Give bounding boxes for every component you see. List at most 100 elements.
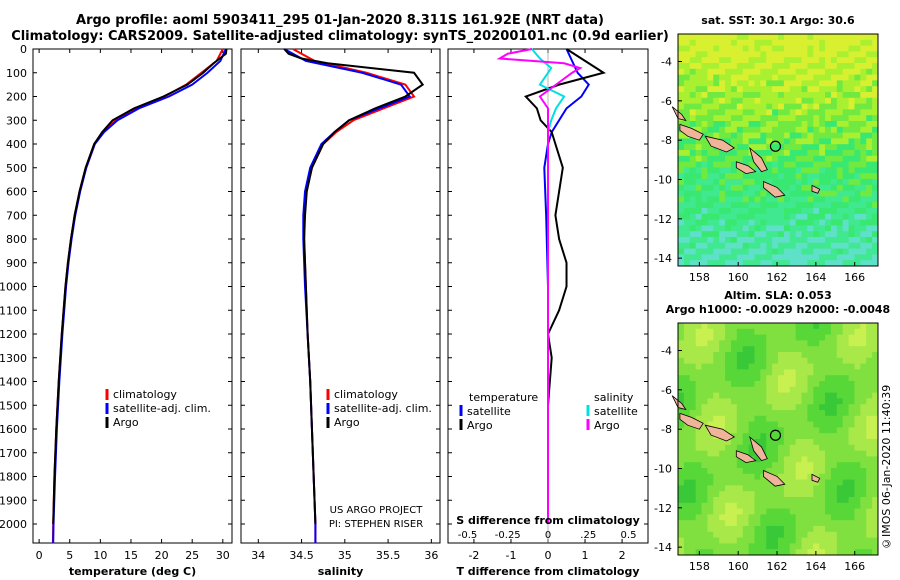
map-cell: [813, 491, 820, 498]
map-cell: [678, 202, 685, 209]
map-cell: [848, 485, 855, 492]
map-cell: [689, 248, 697, 255]
map-cell: [695, 410, 702, 417]
map-cell: [789, 444, 797, 451]
map-cell: [854, 462, 861, 469]
map-cell: [725, 357, 732, 364]
map-cell: [801, 421, 808, 428]
map-cell: [766, 363, 773, 370]
map-cell: [742, 196, 749, 203]
map-cell: [854, 184, 861, 191]
map-cell: [819, 456, 826, 463]
map-cell: [719, 109, 726, 116]
map-cell: [736, 86, 744, 93]
map-cell: [778, 502, 785, 509]
map-cell: [725, 386, 732, 393]
map-cell: [695, 352, 702, 359]
map-cell: [825, 219, 832, 226]
map-cell: [848, 63, 855, 70]
map-cell: [825, 34, 832, 41]
map-cell: [842, 381, 849, 388]
map-cell: [736, 526, 744, 533]
map-cell: [736, 109, 744, 116]
map-cell: [778, 213, 785, 220]
map-cell: [748, 225, 755, 232]
map-cell: [842, 531, 849, 538]
y-tick-label: 100: [6, 67, 27, 80]
map-cell: [795, 39, 802, 46]
map-cell: [825, 334, 832, 341]
map-cell: [807, 479, 814, 486]
map-cell: [730, 427, 738, 434]
map-cell: [825, 491, 832, 498]
map-cell: [748, 173, 755, 180]
map-cell: [736, 520, 744, 527]
map-cell: [854, 196, 861, 203]
map-cell: [830, 225, 838, 232]
map-cell: [683, 150, 691, 157]
map-cell: [830, 254, 838, 261]
map-cell: [754, 231, 761, 238]
map-cell: [789, 63, 797, 70]
map-cell: [701, 231, 708, 238]
map-cell: [707, 242, 714, 249]
map-cell: [719, 184, 726, 191]
map-cell: [795, 433, 802, 440]
map-cell: [825, 386, 832, 393]
map-cell: [689, 34, 697, 41]
map-cell: [760, 357, 767, 364]
map-cell: [748, 514, 755, 521]
y-tick-label: 300: [6, 114, 27, 127]
y-tick-label: 600: [6, 186, 27, 199]
map-cell: [736, 537, 744, 544]
map-cell: [683, 202, 691, 209]
map-cell: [742, 109, 749, 116]
map-cell: [854, 346, 861, 353]
map-cell: [801, 456, 808, 463]
map-cell: [766, 444, 773, 451]
map-cell: [789, 86, 797, 93]
map-cell: [748, 520, 755, 527]
map-cell: [742, 86, 749, 93]
map-cell: [819, 63, 826, 70]
map-cell: [801, 398, 808, 405]
map-cell: [736, 34, 744, 41]
map-cell: [848, 369, 855, 376]
map-cell: [707, 491, 714, 498]
map-cell: [683, 219, 691, 226]
map-cell: [730, 219, 738, 226]
map-cell: [736, 346, 744, 353]
map-cell: [689, 80, 697, 87]
map-cell: [830, 363, 838, 370]
map-cell: [689, 398, 697, 405]
map-cell: [872, 190, 879, 197]
map-cell: [819, 202, 826, 209]
map-cell: [742, 375, 749, 382]
map-cell: [707, 51, 714, 58]
map-cell: [825, 352, 832, 359]
map-cell: [719, 375, 726, 382]
map-cell: [872, 346, 879, 353]
y-tick-label: 1800: [0, 471, 27, 484]
map-cell: [819, 173, 826, 180]
map-cell: [778, 427, 785, 434]
map-cell: [695, 328, 702, 335]
map-cell: [719, 450, 726, 457]
map-cell: [736, 404, 744, 411]
map-cell: [695, 173, 702, 180]
map-cell: [695, 179, 702, 186]
map-cell: [807, 34, 814, 41]
map-cell: [866, 508, 873, 515]
map-cell: [742, 334, 749, 341]
map-cell: [842, 51, 849, 58]
map-cell: [860, 167, 867, 174]
map-cell: [842, 357, 849, 364]
map-cell: [848, 497, 855, 504]
map-cell: [701, 155, 708, 162]
map-cell: [748, 254, 755, 261]
map-cell: [766, 57, 773, 64]
map-cell: [736, 508, 744, 515]
map-cell: [701, 109, 708, 116]
map-cell: [695, 45, 702, 52]
map-cell: [695, 167, 702, 174]
